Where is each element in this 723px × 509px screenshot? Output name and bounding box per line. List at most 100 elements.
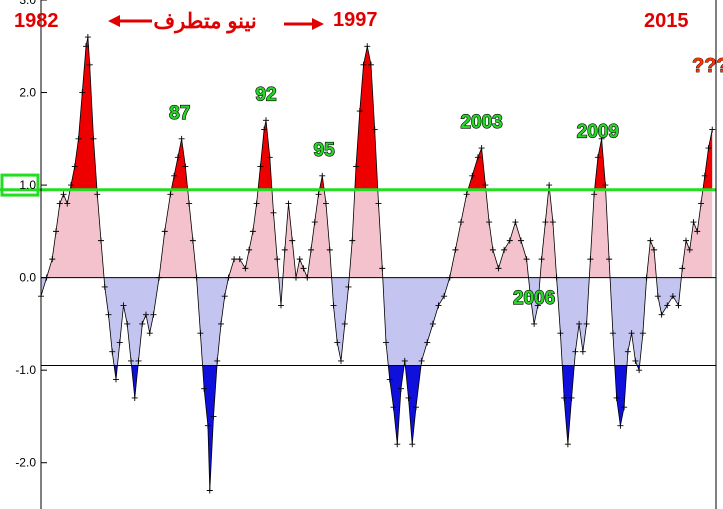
data-point bbox=[60, 191, 67, 198]
data-point bbox=[606, 256, 613, 263]
data-point bbox=[105, 311, 112, 318]
data-point bbox=[167, 191, 174, 198]
data-point bbox=[204, 422, 211, 429]
data-point bbox=[651, 246, 658, 253]
data-point bbox=[231, 256, 238, 263]
peak-label: 92 bbox=[255, 84, 276, 105]
data-point bbox=[221, 293, 228, 300]
data-point bbox=[452, 246, 459, 253]
data-point bbox=[53, 228, 59, 235]
data-point bbox=[686, 246, 693, 253]
data-point bbox=[675, 302, 682, 309]
data-point bbox=[647, 237, 654, 244]
data-point bbox=[285, 200, 292, 207]
data-point bbox=[561, 394, 568, 401]
data-point bbox=[98, 237, 104, 244]
y-tick-label: 2.0 bbox=[19, 86, 36, 100]
data-point bbox=[501, 246, 508, 253]
data-point bbox=[349, 237, 356, 244]
data-point bbox=[131, 394, 138, 401]
data-point bbox=[94, 191, 101, 198]
data-point bbox=[261, 126, 268, 133]
data-point bbox=[171, 172, 178, 179]
data-point bbox=[572, 348, 579, 355]
data-point bbox=[206, 487, 213, 494]
data-point bbox=[518, 237, 524, 244]
data-point bbox=[482, 182, 489, 189]
data-point bbox=[435, 302, 442, 309]
data-point bbox=[398, 385, 404, 392]
data-point bbox=[201, 385, 208, 392]
data-point bbox=[139, 320, 146, 327]
y-tick-label: 0.0 bbox=[19, 271, 36, 285]
data-point bbox=[236, 256, 243, 263]
data-point bbox=[266, 154, 273, 161]
data-point bbox=[315, 191, 322, 198]
data-point bbox=[568, 394, 575, 401]
peak-label: 2006 bbox=[513, 288, 555, 309]
y-tick-label: -2.0 bbox=[15, 456, 36, 470]
data-point bbox=[690, 219, 697, 226]
y-tick-label: 3.0 bbox=[19, 0, 36, 7]
data-point bbox=[197, 330, 204, 337]
data-point bbox=[249, 228, 256, 235]
data-point bbox=[174, 154, 181, 161]
data-point bbox=[613, 394, 620, 401]
data-point bbox=[621, 404, 628, 411]
data-point bbox=[178, 135, 185, 142]
data-point bbox=[242, 265, 249, 272]
data-point bbox=[375, 200, 382, 207]
data-point bbox=[424, 339, 431, 346]
data-point bbox=[84, 34, 91, 41]
weak-warm-fill bbox=[41, 189, 713, 278]
peak-label: 2003 bbox=[460, 112, 502, 133]
data-point bbox=[458, 219, 464, 226]
data-points bbox=[38, 34, 716, 494]
data-point bbox=[534, 302, 541, 309]
data-point bbox=[669, 293, 676, 300]
data-point bbox=[531, 320, 538, 327]
y-tick-label: -1.0 bbox=[15, 363, 36, 377]
highlight-box bbox=[0, 173, 40, 197]
data-point bbox=[56, 200, 63, 207]
data-point bbox=[253, 200, 260, 207]
data-point bbox=[246, 246, 253, 253]
data-point bbox=[628, 330, 635, 337]
left-arrow-icon bbox=[108, 15, 152, 27]
series-line-layer bbox=[40, 36, 713, 491]
data-point bbox=[658, 311, 665, 318]
data-point bbox=[546, 182, 553, 189]
data-point bbox=[512, 219, 519, 226]
data-point bbox=[109, 348, 116, 355]
data-point bbox=[709, 126, 716, 133]
data-point bbox=[701, 172, 708, 179]
data-point bbox=[257, 163, 264, 170]
weak-cool-fill bbox=[41, 277, 682, 366]
question-marks: ??? bbox=[692, 55, 723, 77]
data-point bbox=[182, 163, 189, 170]
data-point bbox=[624, 348, 631, 355]
data-point bbox=[394, 441, 401, 448]
data-point bbox=[523, 256, 530, 263]
data-point bbox=[418, 357, 425, 364]
label-1997: 1997 bbox=[333, 9, 378, 31]
data-point bbox=[214, 357, 221, 364]
annotations: 1982 نينو متطرف 1997 2015 ??? 87 92 95 2003… bbox=[14, 9, 723, 310]
data-point bbox=[86, 61, 93, 68]
data-point bbox=[617, 422, 624, 429]
data-point bbox=[602, 182, 609, 189]
data-point bbox=[311, 219, 318, 226]
data-point bbox=[113, 376, 119, 383]
data-point bbox=[296, 256, 303, 263]
data-point bbox=[49, 256, 56, 263]
y-tick-label: 1.0 bbox=[19, 178, 36, 192]
data-point bbox=[371, 126, 378, 133]
data-point bbox=[654, 293, 661, 300]
data-point bbox=[409, 441, 416, 448]
data-point bbox=[591, 191, 598, 198]
data-point bbox=[128, 357, 134, 364]
data-point bbox=[146, 330, 153, 337]
data-point bbox=[341, 320, 348, 327]
